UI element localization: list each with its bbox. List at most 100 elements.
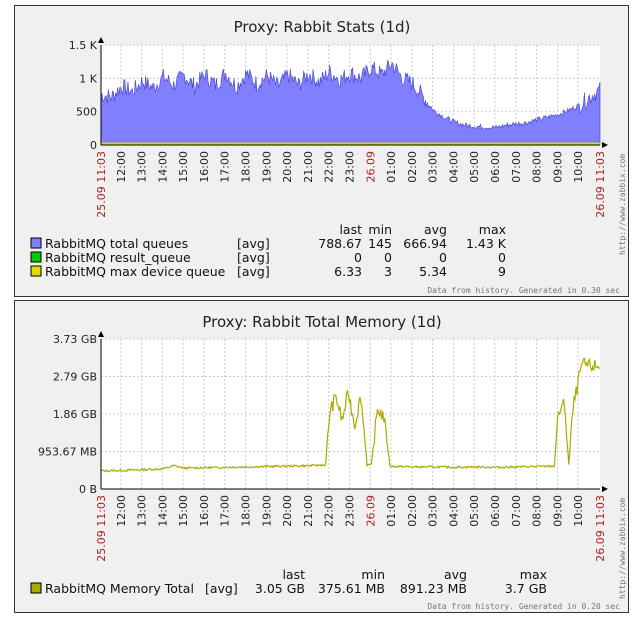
x-axis-arrow [602, 486, 608, 492]
x-tick-label: 09:00 [551, 495, 564, 527]
legend-header-avg: avg [424, 222, 447, 237]
x-tick-label: 07:00 [510, 151, 523, 183]
x-tick-label: 22:00 [323, 151, 336, 183]
x-tick-label: 07:00 [510, 495, 523, 527]
x-tick-label: 23:00 [343, 151, 356, 183]
x-tick-label: 19:00 [260, 151, 273, 183]
x-tick-label: 06:00 [489, 151, 502, 183]
x-tick-label: 03:00 [427, 151, 440, 183]
x-tick-label: 18:00 [240, 495, 253, 527]
x-tick-label: 04:00 [447, 151, 460, 183]
x-tick-label: 12:00 [115, 151, 128, 183]
x-tick-label: 10:00 [572, 151, 585, 183]
x-tick-label: 04:00 [447, 495, 460, 527]
y-axis-arrow [98, 37, 104, 43]
rabbit-stats-graph: Proxy: Rabbit Stats (1d) Data from histo… [14, 5, 629, 297]
legend-series-name: RabbitMQ Memory Total [45, 581, 194, 596]
legend-header-max: max [479, 222, 506, 237]
y-tick-label: 2.79 GB [53, 371, 97, 384]
y-tick-label: 1 K [79, 72, 97, 85]
rabbit-memory-graph: Proxy: Rabbit Total Memory (1d) Data fro… [14, 300, 629, 613]
legend-value-last: 3.05 GB [255, 581, 305, 596]
x-tick-label: 13:00 [136, 151, 149, 183]
x-tick-label: 20:00 [281, 151, 294, 183]
legend-value-last: 6.33 [334, 264, 362, 279]
legend-series-name: RabbitMQ result_queue [45, 250, 191, 265]
legend-value-avg: 5.34 [419, 264, 447, 279]
legend-value-avg: 666.94 [403, 236, 447, 251]
legend-value-min: 375.61 MB [318, 581, 385, 596]
x-tick-label: 14:00 [156, 495, 169, 527]
x-tick-label: 17:00 [219, 151, 232, 183]
legend-series-name: RabbitMQ max device queue [45, 264, 226, 279]
legend-header-last: last [282, 567, 305, 582]
x-tick-label: 06:00 [489, 495, 502, 527]
x-tick-label: 21:00 [302, 151, 315, 183]
x-axis-arrow [602, 142, 608, 148]
y-axis-arrow [98, 331, 104, 337]
y-tick-label: 1.5 K [69, 39, 98, 52]
x-tick-label: 03:00 [427, 495, 440, 527]
y-tick-label: 0 B [79, 483, 97, 496]
x-tick-label: 02:00 [406, 495, 419, 527]
legend-value-min: 0 [384, 250, 392, 265]
x-tick-label: 19:00 [260, 495, 273, 527]
legend-value-last: 0 [354, 250, 362, 265]
x-tick-label: 02:00 [406, 151, 419, 183]
y-tick-label: 3.73 GB [53, 333, 97, 346]
x-tick-label: 08:00 [531, 495, 544, 527]
x-tick-label: 26.09 [364, 151, 377, 183]
legend-swatch [30, 582, 42, 594]
legend-series-name: RabbitMQ total queues [45, 236, 188, 251]
legend-header-max: max [520, 567, 547, 582]
legend-header-min: min [368, 222, 392, 237]
x-tick-label: 09:00 [551, 151, 564, 183]
y-tick-label: 953.67 MB [38, 446, 97, 459]
legend-value-last: 788.67 [318, 236, 362, 251]
series-line-memory-total [100, 357, 601, 473]
x-tick-label: 16:00 [198, 151, 211, 183]
legend-header-min: min [361, 567, 385, 582]
legend-swatch [30, 265, 42, 277]
x-tick-label: 15:00 [177, 495, 190, 527]
legend-value-max: 9 [498, 264, 506, 279]
x-tick-label: 26.09 [364, 495, 377, 527]
chart-title: Proxy: Rabbit Total Memory (1d) [202, 313, 441, 331]
legend-swatch [30, 237, 42, 249]
x-tick-label: 13:00 [136, 495, 149, 527]
legend-func: [avg] [237, 264, 270, 279]
legend-header-last: last [339, 222, 362, 237]
legend-func: [avg] [237, 250, 270, 265]
chart-footer: Data from history. Generated in 0.30 sec [427, 286, 620, 295]
x-tick-label: 08:00 [531, 151, 544, 183]
x-tick-label: 20:00 [281, 495, 294, 527]
legend-value-max: 1.43 K [466, 236, 507, 251]
legend-value-max: 0 [498, 250, 506, 265]
legend-func: [avg] [205, 581, 238, 596]
x-tick-label: 15:00 [177, 151, 190, 183]
y-tick-label: 1.86 GB [53, 408, 97, 421]
series-area-total-queues [100, 59, 601, 146]
x-tick-label: 12:00 [115, 495, 128, 527]
chart-title: Proxy: Rabbit Stats (1d) [234, 18, 411, 36]
x-tick-label: 10:00 [572, 495, 585, 527]
x-tick-label: 14:00 [156, 151, 169, 183]
legend-header-avg: avg [444, 567, 467, 582]
x-tick-label: 21:00 [302, 495, 315, 527]
watermark: http://www.zabbix.com [618, 154, 627, 255]
x-tick-label: 01:00 [385, 495, 398, 527]
legend-value-avg: 0 [439, 250, 447, 265]
legend-value-min: 145 [368, 236, 392, 251]
legend-swatch [30, 251, 42, 263]
x-start-label: 25.09 11:03 [95, 495, 108, 562]
x-tick-label: 17:00 [219, 495, 232, 527]
y-tick-label: 0 [90, 139, 97, 152]
chart-footer: Data from history. Generated in 0.20 sec [427, 602, 620, 611]
x-tick-label: 01:00 [385, 151, 398, 183]
rabbit-stats-svg: Proxy: Rabbit Stats (1d) Data from histo… [30, 18, 627, 295]
rabbit-memory-svg: Proxy: Rabbit Total Memory (1d) Data fro… [30, 313, 627, 611]
legend-value-avg: 891.23 MB [400, 581, 467, 596]
legend-value-max: 3.7 GB [505, 581, 547, 596]
x-tick-label: 23:00 [343, 495, 356, 527]
watermark: http://www.zabbix.com [618, 498, 627, 599]
